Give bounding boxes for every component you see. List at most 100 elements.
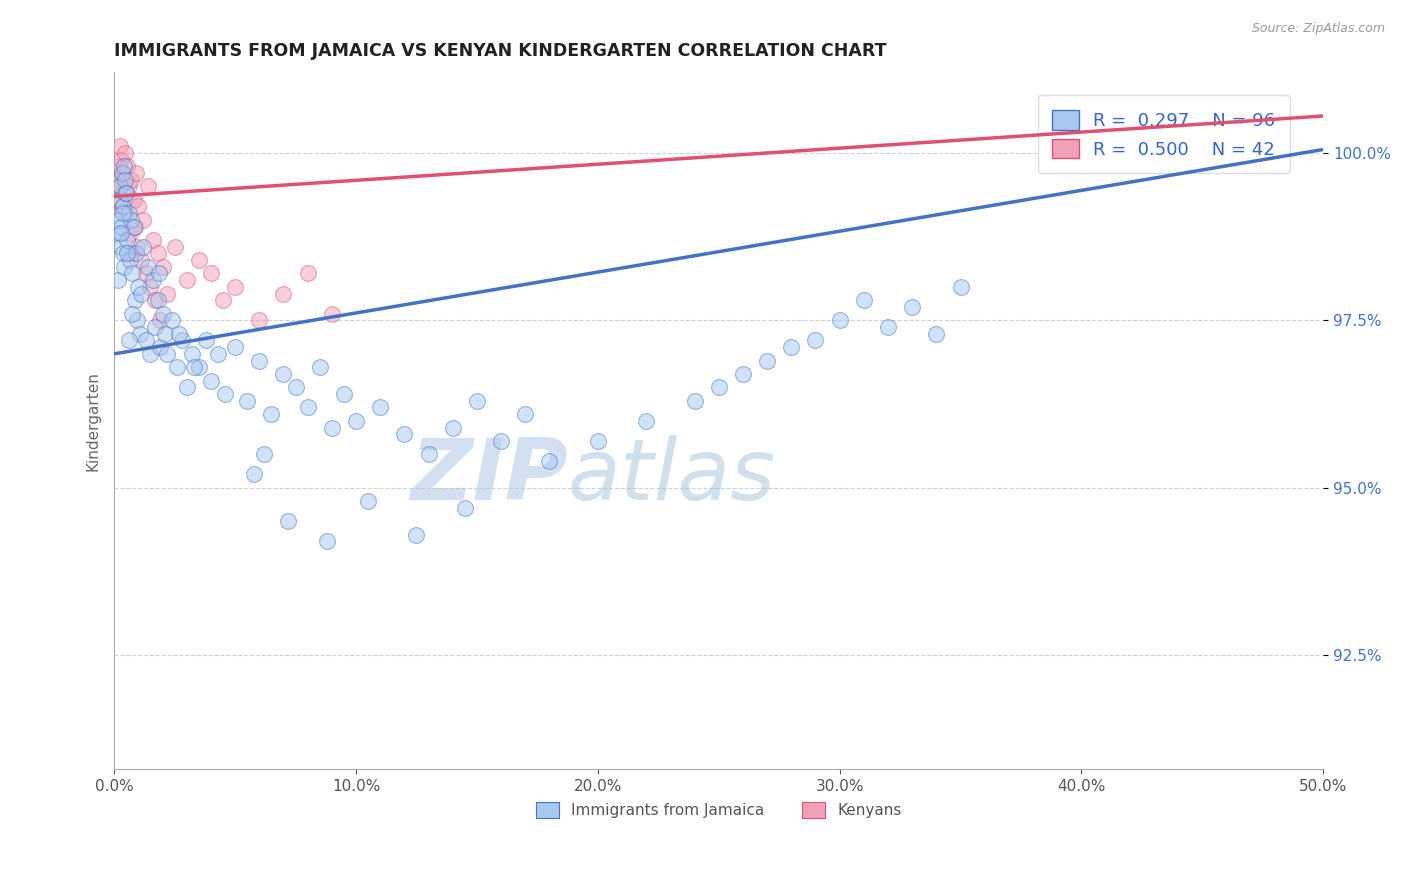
Point [143, 293, 166, 308]
Point [112, 206, 135, 220]
Point [247, 353, 270, 368]
Point [236, 393, 259, 408]
Point [176, 380, 198, 394]
Point [122, 193, 145, 207]
Point [118, 206, 141, 220]
Point [136, 179, 159, 194]
Point [125, 246, 148, 260]
Point [169, 326, 191, 341]
Point [108, 179, 131, 194]
Point [183, 360, 205, 375]
Point [132, 240, 155, 254]
Point [114, 145, 136, 160]
Point [253, 447, 276, 461]
Point [129, 253, 152, 268]
Point [901, 300, 924, 314]
Point [146, 246, 169, 260]
Point [515, 407, 537, 421]
Point [112, 186, 135, 200]
Point [176, 273, 198, 287]
Point [207, 347, 229, 361]
Point [586, 434, 609, 448]
Point [170, 334, 193, 348]
Point [200, 267, 222, 281]
Point [111, 166, 134, 180]
Point [321, 420, 343, 434]
Point [142, 233, 165, 247]
Point [243, 467, 266, 482]
Point [153, 326, 176, 341]
Point [756, 353, 779, 368]
Point [110, 193, 132, 207]
Point [149, 340, 172, 354]
Point [118, 179, 141, 194]
Point [142, 273, 165, 287]
Point [277, 515, 299, 529]
Point [136, 260, 159, 274]
Point [117, 159, 139, 173]
Point [877, 320, 900, 334]
Text: atlas: atlas [568, 435, 776, 518]
Point [405, 528, 427, 542]
Point [297, 401, 319, 415]
Point [108, 179, 131, 194]
Point [683, 393, 706, 408]
Point [538, 454, 561, 468]
Point [780, 340, 803, 354]
Point [273, 367, 295, 381]
Point [949, 280, 972, 294]
Point [122, 219, 145, 234]
Point [111, 199, 134, 213]
Point [120, 172, 142, 186]
Point [489, 434, 512, 448]
Point [108, 212, 131, 227]
Point [124, 293, 146, 308]
Point [707, 380, 730, 394]
Point [121, 246, 143, 260]
Point [129, 286, 152, 301]
Point [368, 401, 391, 415]
Point [107, 159, 129, 173]
Point [128, 326, 150, 341]
Point [114, 172, 136, 186]
Point [105, 193, 128, 207]
Point [132, 212, 155, 227]
Point [111, 166, 134, 180]
Point [187, 253, 209, 268]
Point [107, 273, 129, 287]
Point [224, 340, 246, 354]
Point [118, 334, 141, 348]
Point [111, 199, 134, 213]
Point [224, 280, 246, 294]
Point [212, 293, 235, 308]
Text: Source: ZipAtlas.com: Source: ZipAtlas.com [1251, 22, 1385, 36]
Point [117, 246, 139, 260]
Y-axis label: Kindergarten: Kindergarten [86, 371, 100, 471]
Point [333, 387, 356, 401]
Point [110, 240, 132, 254]
Point [418, 447, 440, 461]
Point [180, 347, 202, 361]
Point [273, 286, 295, 301]
Point [852, 293, 875, 308]
Point [124, 219, 146, 234]
Point [357, 494, 380, 508]
Legend: Immigrants from Jamaica, Kenyans: Immigrants from Jamaica, Kenyans [530, 797, 908, 824]
Point [465, 393, 488, 408]
Point [110, 139, 132, 153]
Point [297, 267, 319, 281]
Point [156, 347, 179, 361]
Point [121, 267, 143, 281]
Point [112, 246, 135, 260]
Point [152, 260, 174, 274]
Point [120, 212, 142, 227]
Point [112, 260, 135, 274]
Point [139, 347, 162, 361]
Point [107, 226, 129, 240]
Point [284, 380, 307, 394]
Point [316, 534, 339, 549]
Point [110, 219, 132, 234]
Point [114, 186, 136, 200]
Point [127, 240, 149, 254]
Point [195, 334, 218, 348]
